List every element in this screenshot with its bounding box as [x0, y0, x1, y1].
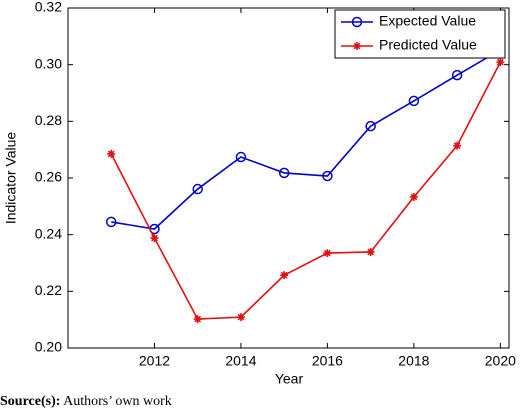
point	[323, 249, 332, 258]
x-tick-label: 2016	[312, 353, 343, 369]
x-tick-label: 2014	[225, 353, 256, 369]
x-tick-label: 2012	[139, 353, 170, 369]
point	[322, 170, 333, 182]
point	[278, 167, 290, 179]
x-tick-label: 2018	[398, 353, 429, 369]
point	[366, 247, 375, 256]
y-tick-label: 0.32	[35, 0, 62, 15]
y-axis-label: Indicator Value	[3, 132, 19, 225]
legend-box	[334, 9, 506, 59]
y-tick-label: 0.30	[35, 55, 62, 71]
point	[365, 120, 376, 132]
point	[496, 58, 505, 67]
caption-label: Source(s):	[0, 394, 60, 409]
x-axis-label: Year	[275, 371, 304, 387]
point	[236, 313, 245, 322]
point	[107, 149, 116, 158]
point	[408, 95, 420, 107]
y-tick-label: 0.24	[35, 225, 62, 241]
y-tick-label: 0.20	[35, 339, 62, 355]
y-tick-label: 0.26	[35, 169, 62, 185]
y-tick-label: 0.28	[35, 112, 62, 128]
point	[105, 216, 117, 228]
series-line	[110, 61, 502, 320]
point	[280, 271, 289, 280]
legend-label: Expected Value	[379, 13, 476, 29]
point	[451, 69, 463, 81]
x-tick-label: 2020	[485, 353, 516, 369]
point	[150, 234, 159, 243]
caption-text: Authors’ own work	[63, 394, 172, 409]
point	[192, 183, 203, 195]
point	[453, 141, 462, 150]
point	[193, 315, 202, 324]
point	[409, 192, 418, 201]
series-line	[111, 49, 501, 230]
y-tick-label: 0.22	[35, 282, 62, 298]
caption: Source(s): Authors’ own work	[0, 394, 172, 409]
legend-label: Predicted Value	[379, 37, 477, 53]
point	[235, 151, 247, 163]
legend-marker	[351, 16, 363, 28]
legend-marker	[353, 42, 361, 50]
plot-frame	[67, 7, 510, 349]
